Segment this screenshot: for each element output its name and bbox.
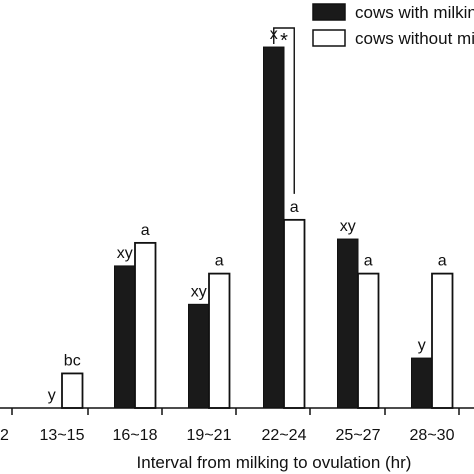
- bar-with-milking: [263, 46, 285, 409]
- x-tick-label: 25~27: [336, 427, 381, 444]
- x-tick-label: 12: [0, 427, 9, 444]
- bar-without-milking: [431, 272, 454, 409]
- bar-value-label: a: [290, 199, 299, 216]
- bar-without-milking: [61, 372, 84, 409]
- bar-without-milking: [357, 272, 380, 409]
- significance-bracket: *: [273, 27, 295, 194]
- bar-with-milking: [188, 303, 210, 409]
- bar-value-label: a: [364, 253, 373, 270]
- bar-value-label: a: [215, 253, 224, 270]
- bar-without-milking: [134, 241, 157, 409]
- x-tick-label: 13~15: [40, 427, 85, 444]
- bar-value-label: xy: [117, 245, 133, 262]
- x-tick-label: 19~21: [187, 427, 232, 444]
- legend-label: cows without milking: [355, 29, 474, 48]
- bar-with-milking: [114, 265, 136, 409]
- bar-value-label: bc: [64, 352, 81, 369]
- significance-star: *: [280, 30, 288, 52]
- legend-label: cows with milking: [355, 3, 474, 22]
- legend-swatch: [312, 3, 346, 21]
- bar-with-milking: [337, 238, 359, 409]
- bar-value-label: xy: [340, 218, 356, 235]
- bar-value-label: xy: [191, 283, 207, 300]
- bar-without-milking: [208, 272, 231, 409]
- x-tick-label: 16~18: [113, 427, 158, 444]
- bar-with-milking: [411, 357, 433, 409]
- significance-line: [273, 27, 295, 194]
- legend-swatch: [312, 29, 346, 47]
- bar-value-label: y: [418, 337, 426, 354]
- bar-value-label: a: [141, 222, 150, 239]
- x-axis-title: Interval from milking to ovulation (hr): [137, 453, 412, 472]
- x-tick-label: 28~30: [410, 427, 455, 444]
- x-tick-label: 22~24: [262, 427, 307, 444]
- bars-layer: [61, 46, 454, 409]
- bar-value-label: a: [438, 253, 447, 270]
- bar-value-label: y: [48, 387, 56, 404]
- bar-without-milking: [283, 218, 306, 409]
- legend: cows with milking cows without milking: [312, 3, 474, 48]
